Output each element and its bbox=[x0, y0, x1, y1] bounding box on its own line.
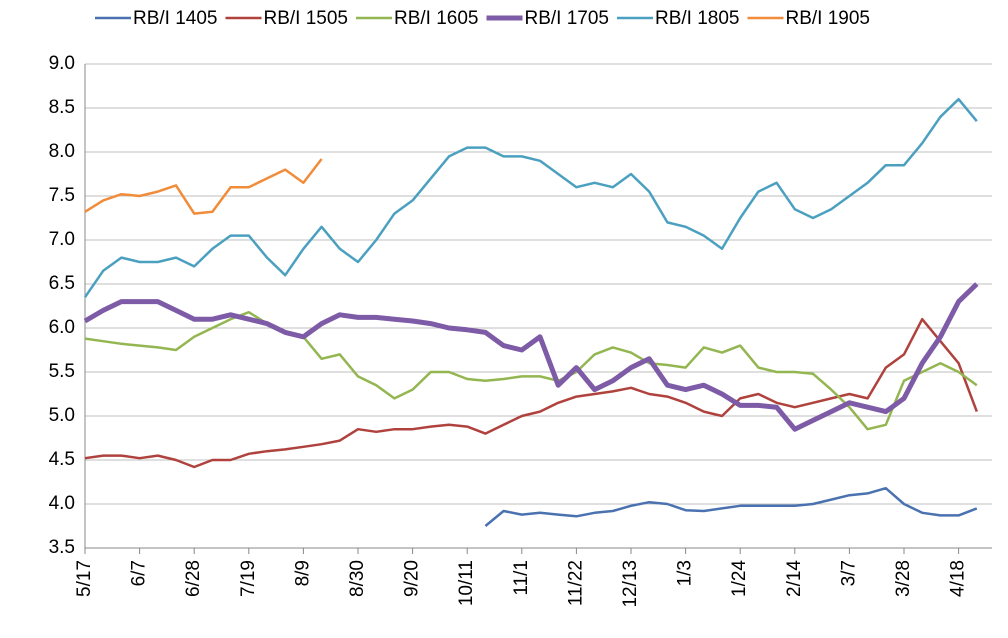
x-tick-label: 2/14 bbox=[784, 560, 805, 597]
x-tick-label: 1/3 bbox=[675, 560, 696, 586]
y-tick-label: 6.5 bbox=[49, 273, 75, 294]
x-tick-label: 10/11 bbox=[456, 560, 477, 606]
legend-label: RB/I 1705 bbox=[525, 8, 610, 29]
legend-label: RB/I 1805 bbox=[655, 8, 740, 29]
x-tick-label: 6/28 bbox=[183, 560, 204, 597]
y-tick-label: 7.0 bbox=[49, 229, 75, 250]
x-tick-label: 5/17 bbox=[74, 560, 95, 597]
series-line bbox=[84, 310, 978, 431]
y-tick-label: 3.5 bbox=[49, 537, 75, 558]
x-tick-label: 1/24 bbox=[729, 560, 750, 597]
y-tick-label: 9.0 bbox=[49, 53, 75, 74]
series-line bbox=[83, 97, 978, 298]
x-tick-label: 12/13 bbox=[620, 560, 641, 608]
legend-label: RB/I 1505 bbox=[264, 8, 349, 29]
y-tick-label: 7.5 bbox=[49, 185, 75, 206]
legend-label: RB/I 1905 bbox=[786, 8, 871, 29]
legend-label: RB/I 1405 bbox=[133, 8, 218, 29]
x-tick-label: 4/18 bbox=[948, 560, 969, 597]
legend-label: RB/I 1605 bbox=[394, 8, 479, 29]
y-tick-label: 5.0 bbox=[49, 405, 75, 426]
x-tick-label: 11/22 bbox=[565, 560, 586, 606]
x-tick-label: 11/1 bbox=[511, 560, 532, 596]
x-tick-label: 9/20 bbox=[402, 560, 423, 597]
y-tick-label: 8.5 bbox=[49, 97, 75, 118]
x-tick-label: 8/30 bbox=[347, 560, 368, 597]
y-tick-label: 4.0 bbox=[49, 493, 75, 514]
series-line bbox=[84, 317, 978, 469]
series-line bbox=[84, 158, 323, 215]
y-tick-label: 5.5 bbox=[49, 361, 75, 382]
x-tick-label: 7/19 bbox=[238, 560, 259, 597]
y-tick-label: 6.0 bbox=[49, 317, 75, 338]
x-tick-label: 6/7 bbox=[129, 560, 150, 586]
series-line bbox=[83, 282, 979, 432]
x-tick-label: 3/7 bbox=[838, 560, 859, 586]
x-tick-label: 3/28 bbox=[893, 560, 914, 597]
y-tick-label: 4.5 bbox=[49, 449, 75, 470]
x-tick-label: 8/9 bbox=[292, 560, 313, 586]
series-line bbox=[484, 486, 978, 527]
y-tick-label: 8.0 bbox=[49, 141, 75, 162]
